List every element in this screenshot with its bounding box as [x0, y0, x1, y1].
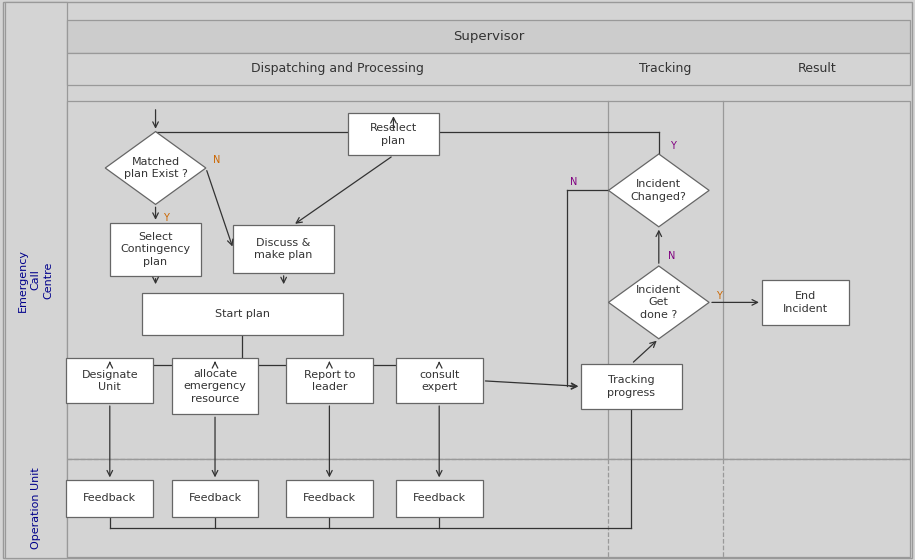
Text: Feedback: Feedback: [188, 493, 242, 503]
Text: End
Incident: End Incident: [782, 291, 828, 314]
Text: Feedback: Feedback: [413, 493, 466, 503]
FancyBboxPatch shape: [3, 2, 912, 558]
FancyBboxPatch shape: [66, 480, 153, 516]
FancyBboxPatch shape: [67, 53, 910, 85]
FancyBboxPatch shape: [172, 358, 258, 414]
Text: Select
Contingency
plan: Select Contingency plan: [121, 232, 190, 267]
FancyBboxPatch shape: [110, 222, 201, 276]
Text: Designate
Unit: Designate Unit: [81, 370, 138, 392]
Text: Y: Y: [670, 141, 675, 151]
Text: Operation Unit: Operation Unit: [31, 467, 40, 549]
FancyBboxPatch shape: [395, 480, 483, 516]
Text: Start plan: Start plan: [215, 309, 270, 319]
Text: allocate
emergency
resource: allocate emergency resource: [184, 369, 246, 404]
Text: consult
expert: consult expert: [419, 370, 459, 392]
FancyBboxPatch shape: [67, 101, 910, 459]
Text: Tracking
progress: Tracking progress: [608, 375, 655, 398]
Text: Tracking: Tracking: [640, 62, 692, 76]
Text: Reselect
plan: Reselect plan: [370, 123, 417, 146]
FancyBboxPatch shape: [395, 358, 483, 403]
FancyBboxPatch shape: [285, 358, 373, 403]
Polygon shape: [608, 154, 709, 227]
FancyBboxPatch shape: [66, 358, 153, 403]
Text: Emergency
Call
Centre: Emergency Call Centre: [18, 249, 53, 311]
Text: N: N: [668, 251, 675, 261]
Text: Matched
plan Exist ?: Matched plan Exist ?: [124, 157, 188, 179]
FancyBboxPatch shape: [67, 459, 910, 557]
Text: Incident
Changed?: Incident Changed?: [630, 179, 687, 202]
Text: Feedback: Feedback: [303, 493, 356, 503]
Text: Feedback: Feedback: [83, 493, 136, 503]
Text: Y: Y: [163, 213, 168, 223]
FancyBboxPatch shape: [581, 364, 682, 409]
FancyBboxPatch shape: [762, 280, 849, 325]
Text: Report to
leader: Report to leader: [304, 370, 355, 392]
FancyBboxPatch shape: [172, 480, 258, 516]
Text: Dispatching and Processing: Dispatching and Processing: [252, 62, 424, 76]
FancyBboxPatch shape: [285, 480, 373, 516]
Text: Result: Result: [797, 62, 836, 76]
Text: N: N: [570, 177, 577, 187]
FancyBboxPatch shape: [348, 114, 439, 155]
Text: N: N: [213, 155, 221, 165]
Polygon shape: [608, 266, 709, 339]
FancyBboxPatch shape: [5, 2, 67, 558]
Text: Y: Y: [716, 291, 722, 301]
FancyBboxPatch shape: [142, 292, 343, 334]
Text: Incident
Get
done ?: Incident Get done ?: [636, 285, 682, 320]
Text: Discuss &
make plan: Discuss & make plan: [254, 238, 313, 260]
Polygon shape: [105, 132, 206, 204]
Text: Supervisor: Supervisor: [453, 30, 524, 43]
FancyBboxPatch shape: [233, 225, 334, 273]
FancyBboxPatch shape: [67, 20, 910, 53]
